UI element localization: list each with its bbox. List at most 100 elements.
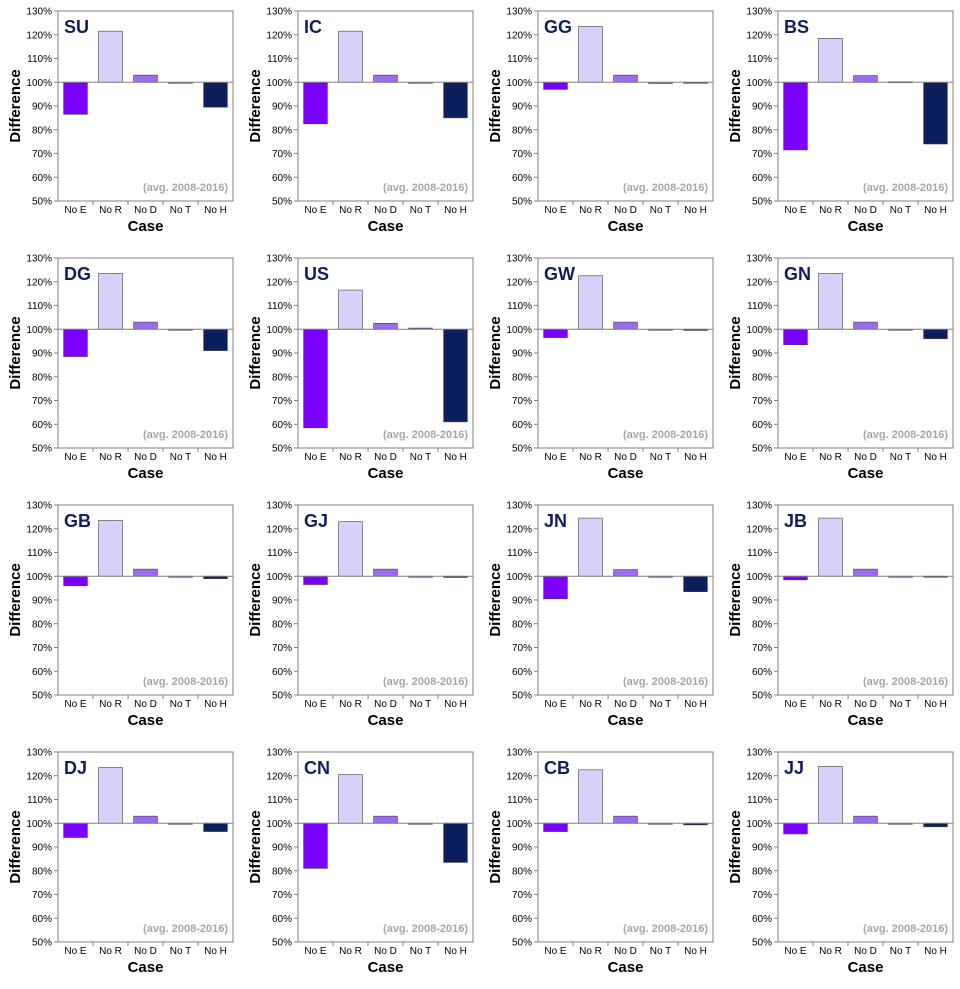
x-tick-label: No E xyxy=(304,699,327,710)
chart-title: CN xyxy=(304,758,330,778)
y-tick-label: 70% xyxy=(512,396,532,407)
x-tick-label: No H xyxy=(444,452,467,463)
y-axis-label: Difference xyxy=(487,69,504,142)
bar-chart: 50% 60% 70% 80% 90% 100% 110% 120% 130% No E No R N… xyxy=(7,501,234,729)
y-tick-label: 100% xyxy=(26,78,52,89)
chart-annotation: (avg. 2008-2016) xyxy=(383,182,468,194)
x-axis-label: Case xyxy=(128,218,164,235)
bar-no-e xyxy=(63,328,88,357)
y-tick-label: 100% xyxy=(506,572,532,583)
bar-no-r xyxy=(818,273,843,330)
y-tick-label: 130% xyxy=(506,748,532,759)
y-tick-label: 60% xyxy=(752,667,772,678)
bar-no-d xyxy=(373,74,398,83)
y-axis-label: Difference xyxy=(247,810,264,883)
y-tick-label: 100% xyxy=(506,325,532,336)
x-tick-label: No R xyxy=(819,946,842,957)
bar-no-h xyxy=(443,328,468,423)
bar-no-d xyxy=(613,321,638,330)
chart-annotation: (avg. 2008-2016) xyxy=(623,182,708,194)
y-tick-label: 50% xyxy=(272,938,292,949)
y-tick-label: 100% xyxy=(266,572,292,583)
y-tick-label: 60% xyxy=(272,914,292,925)
y-tick-label: 80% xyxy=(752,866,772,877)
bar-chart: 50% 60% 70% 80% 90% 100% 110% 120% 130% No E No R N… xyxy=(247,748,474,976)
x-tick-label: No R xyxy=(579,699,602,710)
y-tick-label: 50% xyxy=(752,691,772,702)
y-tick-label: 80% xyxy=(752,372,772,383)
chart-panel: 50% 60% 70% 80% 90% 100% 110% 120% 130% No E No R N… xyxy=(720,495,960,742)
x-tick-label: No E xyxy=(784,699,807,710)
y-tick-label: 80% xyxy=(32,866,52,877)
y-tick-label: 90% xyxy=(512,843,532,854)
y-tick-label: 80% xyxy=(752,619,772,630)
x-tick-label: No D xyxy=(614,452,637,463)
y-tick-label: 60% xyxy=(272,420,292,431)
chart-title: JN xyxy=(544,511,567,531)
chart-annotation: (avg. 2008-2016) xyxy=(383,429,468,441)
y-tick-label: 100% xyxy=(26,325,52,336)
x-tick-label: No D xyxy=(854,699,877,710)
bar-no-h xyxy=(203,822,228,832)
x-tick-label: No T xyxy=(410,699,432,710)
y-tick-label: 120% xyxy=(746,30,772,41)
bar-no-e xyxy=(63,575,88,587)
y-tick-label: 130% xyxy=(746,501,772,512)
x-axis-label: Case xyxy=(848,712,884,729)
bar-no-d xyxy=(613,569,638,577)
plot-area xyxy=(537,751,714,943)
chart-title: GG xyxy=(544,17,572,37)
y-tick-label: 90% xyxy=(32,349,52,360)
y-tick-label: 80% xyxy=(32,619,52,630)
x-tick-label: No E xyxy=(64,699,87,710)
y-tick-label: 100% xyxy=(26,819,52,830)
y-tick-label: 50% xyxy=(32,691,52,702)
y-tick-label: 130% xyxy=(746,254,772,265)
y-tick-label: 120% xyxy=(506,771,532,782)
y-tick-label: 110% xyxy=(507,301,532,312)
y-axis-label: Difference xyxy=(727,563,744,636)
y-tick-label: 120% xyxy=(506,30,532,41)
plot-area xyxy=(537,10,714,202)
x-tick-label: No T xyxy=(410,452,432,463)
y-tick-label: 100% xyxy=(746,572,772,583)
y-tick-label: 80% xyxy=(32,125,52,136)
y-tick-label: 110% xyxy=(27,301,52,312)
bar-chart: 50% 60% 70% 80% 90% 100% 110% 120% 130% No E No R N… xyxy=(487,7,714,235)
bar-chart: 50% 60% 70% 80% 90% 100% 110% 120% 130% No E No R N… xyxy=(727,501,954,729)
bar-no-e xyxy=(543,822,568,832)
y-tick-label: 90% xyxy=(272,349,292,360)
y-tick-label: 50% xyxy=(752,444,772,455)
x-tick-label: No E xyxy=(784,205,807,216)
y-tick-label: 130% xyxy=(506,501,532,512)
bar-no-r xyxy=(338,774,363,824)
x-tick-label: No D xyxy=(374,205,397,216)
y-tick-label: 50% xyxy=(512,444,532,455)
chart-annotation: (avg. 2008-2016) xyxy=(623,676,708,688)
x-tick-label: No D xyxy=(374,946,397,957)
y-tick-label: 110% xyxy=(507,54,532,65)
plot-area xyxy=(57,504,234,696)
x-tick-label: No D xyxy=(134,452,157,463)
x-tick-label: No H xyxy=(444,205,467,216)
y-tick-label: 110% xyxy=(747,795,772,806)
y-tick-label: 120% xyxy=(266,30,292,41)
x-axis-label: Case xyxy=(608,465,644,482)
bar-no-e xyxy=(303,822,328,869)
x-tick-label: No H xyxy=(924,205,947,216)
y-tick-label: 120% xyxy=(266,277,292,288)
y-tick-label: 80% xyxy=(512,619,532,630)
chart-annotation: (avg. 2008-2016) xyxy=(143,182,228,194)
x-tick-label: No R xyxy=(339,205,362,216)
y-axis-label: Difference xyxy=(487,563,504,636)
y-tick-label: 50% xyxy=(32,938,52,949)
chart-panel: 50% 60% 70% 80% 90% 100% 110% 120% 130% No E No R N… xyxy=(480,248,720,495)
bar-no-d xyxy=(613,74,638,83)
y-tick-label: 60% xyxy=(752,914,772,925)
x-tick-label: No T xyxy=(650,946,672,957)
x-tick-label: No R xyxy=(339,946,362,957)
y-tick-label: 70% xyxy=(272,643,292,654)
chart-panel: 50% 60% 70% 80% 90% 100% 110% 120% 130% No E No R N… xyxy=(240,495,480,742)
x-axis-label: Case xyxy=(368,218,404,235)
